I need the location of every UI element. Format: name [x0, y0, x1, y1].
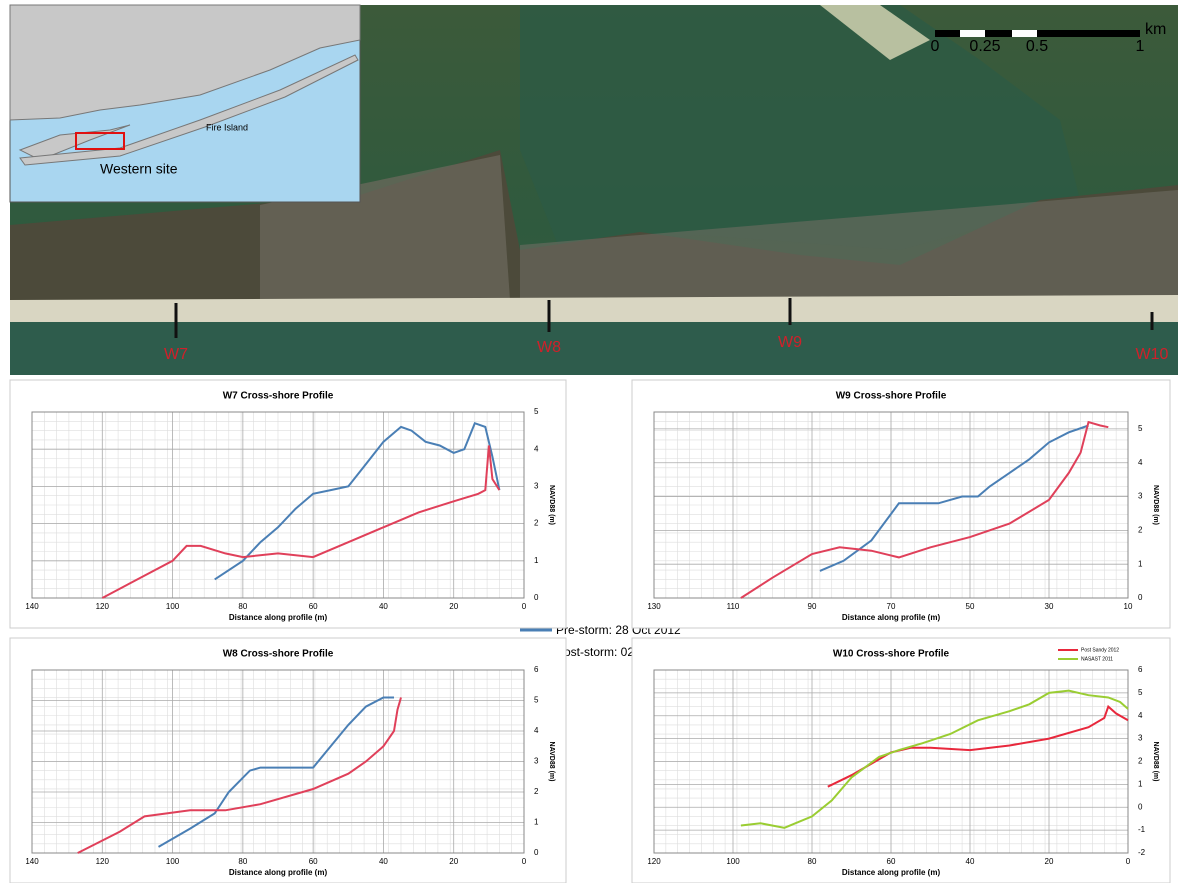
x-tick-label: 80 — [238, 602, 247, 611]
y-tick-label: 3 — [1138, 734, 1143, 743]
x-tick-label: 70 — [887, 602, 896, 611]
chart: W9 Cross-shore Profile 130 110 90 70 50 30 10 0 1… — [632, 380, 1170, 628]
x-tick-label: 20 — [1045, 857, 1054, 866]
y-tick-label: -2 — [1138, 848, 1146, 857]
y-tick-label: 5 — [1138, 688, 1143, 697]
x-tick-label: 60 — [887, 857, 896, 866]
x-tick-label: 130 — [647, 602, 661, 611]
y-tick-label: 2 — [534, 519, 539, 528]
site-label: W8 — [537, 339, 561, 356]
x-tick-label: 120 — [96, 602, 110, 611]
x-tick-label: 40 — [966, 857, 975, 866]
y-tick-label: 0 — [1138, 802, 1143, 811]
chart-title: W10 Cross-shore Profile — [833, 649, 950, 660]
x-tick-label: 0 — [522, 857, 527, 866]
y-axis-label: NAVD88 (m) — [548, 485, 555, 525]
x-tick-label: 50 — [966, 602, 975, 611]
x-tick-label: 10 — [1124, 602, 1133, 611]
chart-title: W9 Cross-shore Profile — [836, 391, 947, 402]
y-tick-label: -1 — [1138, 825, 1146, 834]
y-tick-label: 6 — [534, 665, 539, 674]
legend-label: Post Sandy 2012 — [1081, 647, 1119, 653]
x-tick-label: 60 — [309, 602, 318, 611]
scale-label: 0 — [931, 38, 940, 55]
y-tick-label: 4 — [534, 726, 539, 735]
x-axis-label: Distance along profile (m) — [229, 613, 328, 622]
x-tick-label: 30 — [1045, 602, 1054, 611]
scale-label: 0.25 — [969, 38, 1000, 55]
figure: W7 W8 W9 W10 0 0.25 0.5 1 km Fire Island… — [0, 0, 1178, 883]
x-tick-label: 40 — [379, 857, 388, 866]
y-tick-label: 2 — [534, 787, 539, 796]
chart-title: W7 Cross-shore Profile — [223, 391, 334, 402]
site-label: W10 — [1136, 346, 1169, 363]
y-tick-label: 0 — [1138, 593, 1143, 602]
x-tick-label: 60 — [309, 857, 318, 866]
y-tick-label: 2 — [1138, 757, 1143, 766]
site-label: W7 — [164, 346, 188, 363]
y-tick-label: 5 — [534, 407, 539, 416]
x-tick-label: 110 — [727, 602, 740, 611]
x-tick-label: 40 — [379, 602, 388, 611]
y-tick-label: 1 — [1138, 779, 1143, 788]
x-tick-label: 140 — [25, 602, 39, 611]
x-tick-label: 0 — [1126, 857, 1131, 866]
legend-label: NASAST 2011 — [1081, 656, 1113, 662]
site-label: W9 — [778, 334, 802, 351]
inset-label: Fire Island — [206, 122, 248, 132]
x-tick-label: 20 — [449, 602, 458, 611]
scale-label: 1 — [1136, 38, 1145, 55]
y-axis-label: NAVD88 (m) — [1152, 742, 1159, 782]
y-tick-label: 3 — [534, 482, 539, 491]
y-tick-label: 6 — [1138, 665, 1143, 674]
x-tick-label: 140 — [25, 857, 39, 866]
page: W7 W8 W9 W10 0 0.25 0.5 1 km Fire Island… — [0, 0, 1178, 888]
x-tick-label: 20 — [449, 857, 458, 866]
y-tick-label: 5 — [534, 696, 539, 705]
x-tick-label: 120 — [647, 857, 661, 866]
y-tick-label: 2 — [1138, 525, 1143, 534]
chart-title: W8 Cross-shore Profile — [223, 649, 334, 660]
x-tick-label: 90 — [808, 602, 817, 611]
y-tick-label: 4 — [534, 444, 539, 453]
inset-label: Western site — [100, 161, 178, 177]
y-tick-label: 0 — [534, 593, 539, 602]
y-tick-label: 1 — [534, 556, 539, 565]
x-axis-label: Distance along profile (m) — [842, 613, 941, 622]
y-axis-label: NAVD88 (m) — [548, 742, 555, 782]
y-tick-label: 5 — [1138, 424, 1143, 433]
x-tick-label: 100 — [726, 857, 740, 866]
y-tick-label: 1 — [1138, 559, 1143, 568]
x-tick-label: 0 — [522, 602, 527, 611]
x-tick-label: 80 — [238, 857, 247, 866]
y-axis-label: NAVD88 (m) — [1152, 485, 1159, 525]
y-tick-label: 3 — [534, 757, 539, 766]
y-tick-label: 3 — [1138, 492, 1143, 501]
x-axis-label: Distance along profile (m) — [842, 868, 941, 877]
chart-frame — [632, 638, 1170, 883]
y-tick-label: 4 — [1138, 458, 1143, 467]
x-tick-label: 100 — [166, 857, 180, 866]
scale-label: 0.5 — [1026, 38, 1048, 55]
x-tick-label: 100 — [166, 602, 180, 611]
y-tick-label: 1 — [534, 818, 539, 827]
x-axis-label: Distance along profile (m) — [229, 868, 328, 877]
y-tick-label: 0 — [534, 848, 539, 857]
x-tick-label: 80 — [808, 857, 817, 866]
scale-unit: km — [1145, 21, 1166, 38]
x-tick-label: 120 — [96, 857, 110, 866]
y-tick-label: 4 — [1138, 711, 1143, 720]
inset-map: Fire Island Western site — [10, 5, 360, 202]
